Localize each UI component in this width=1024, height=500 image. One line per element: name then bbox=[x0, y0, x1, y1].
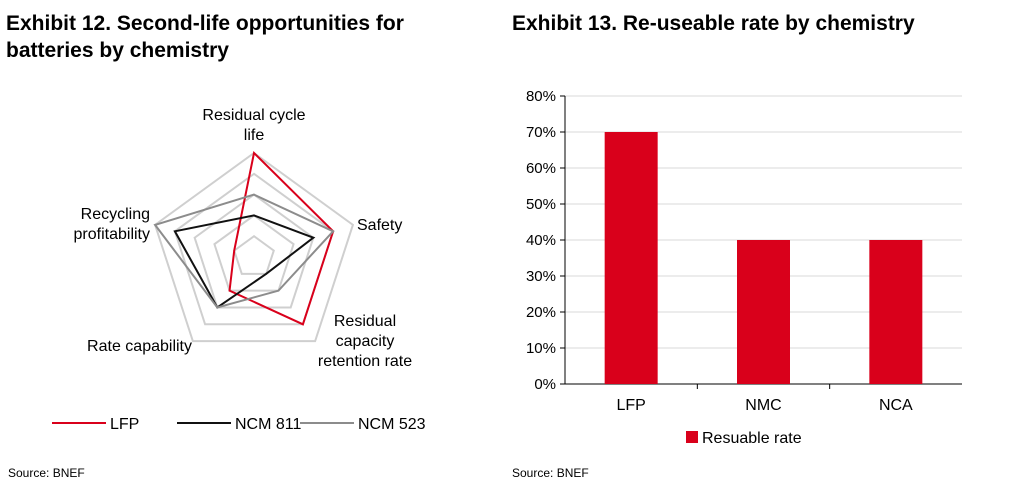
y-tick-label: 30% bbox=[526, 268, 556, 285]
radar-series-ncm-811 bbox=[173, 214, 316, 309]
legend-label: Resuable rate bbox=[702, 430, 802, 447]
x-tick-label: LFP bbox=[616, 397, 645, 414]
x-tick-label: NMC bbox=[745, 397, 781, 414]
radar-series-lfp bbox=[228, 150, 335, 326]
legend-label: LFP bbox=[110, 416, 139, 433]
radar-ring bbox=[233, 234, 275, 275]
radar-axis-label: Recycling profitability bbox=[74, 206, 150, 243]
radar-ring bbox=[213, 214, 295, 292]
exhibit-13-title: Exhibit 13. Re-useable rate by chemistry bbox=[512, 12, 915, 35]
radar-chart: Residual cycle life Safety Residual capacity… bbox=[52, 107, 426, 433]
radar-axis-label: Residual cycle life bbox=[202, 107, 305, 144]
legend-label: NCM 523 bbox=[358, 416, 426, 433]
radar-series-ncm-523 bbox=[153, 193, 335, 309]
exhibit-13-source: Source: BNEF bbox=[512, 466, 589, 480]
radar-ring bbox=[193, 193, 315, 309]
radar-axis-label: Residual capacity retention rate bbox=[318, 313, 412, 370]
radar-axis-label: Rate capability bbox=[87, 338, 192, 355]
y-tick-label: 40% bbox=[526, 232, 556, 249]
bar-lfp bbox=[604, 132, 658, 384]
exhibit-12-source: Source: BNEF bbox=[8, 466, 85, 480]
y-tick-label: 60% bbox=[526, 160, 556, 177]
y-tick-label: 0% bbox=[534, 376, 556, 393]
bar-nmc bbox=[737, 240, 790, 384]
bar-chart: 0% 10% 20% 30% 40% 50% 60% 70% 80% LFP NMC NCA Resua… bbox=[526, 88, 962, 447]
y-tick-label: 50% bbox=[526, 196, 556, 213]
y-tick-label: 10% bbox=[526, 340, 556, 357]
radar-ring bbox=[173, 172, 335, 326]
legend-label: NCM 811 bbox=[235, 416, 301, 433]
radar-ring bbox=[153, 151, 355, 343]
y-tick-label: 20% bbox=[526, 304, 556, 321]
x-tick-label: NCA bbox=[879, 397, 913, 414]
y-tick-label: 70% bbox=[526, 124, 556, 141]
bar-nca bbox=[869, 240, 923, 384]
exhibit-12-title: Exhibit 12. Second-life opportunities fo… bbox=[6, 12, 404, 62]
radar-axis-label: Safety bbox=[357, 217, 402, 234]
legend-swatch bbox=[686, 431, 698, 443]
y-tick-label: 80% bbox=[526, 88, 556, 105]
